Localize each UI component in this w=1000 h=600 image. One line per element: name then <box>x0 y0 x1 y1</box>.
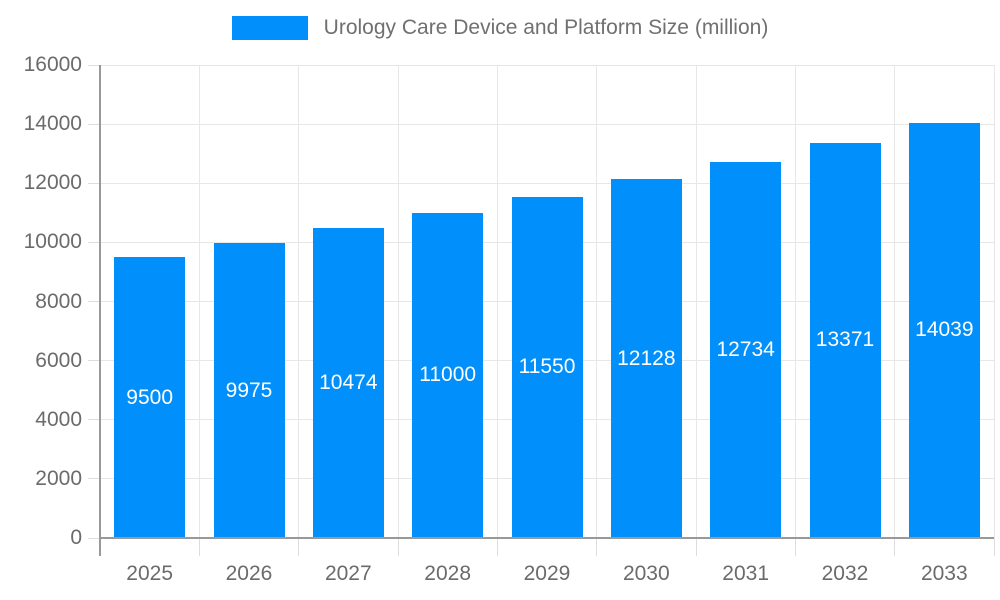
y-axis-tick <box>88 182 100 184</box>
y-axis-label: 8000 <box>35 289 82 313</box>
y-axis-tick <box>88 478 100 480</box>
y-axis-tick <box>88 301 100 302</box>
x-axis-tick <box>596 538 598 556</box>
v-gridline <box>894 65 896 538</box>
bar-value-label: 14039 <box>915 318 974 342</box>
legend-item[interactable]: Urology Care Device and Platform Size (m… <box>0 16 1000 40</box>
bar-value-label: 9975 <box>225 378 273 402</box>
v-gridline <box>794 65 796 538</box>
x-axis-tick <box>794 538 796 556</box>
y-axis-tick <box>88 64 100 66</box>
x-axis-label: 2033 <box>920 562 968 585</box>
v-gridline <box>397 65 399 538</box>
bar-2033[interactable] <box>908 122 980 538</box>
bar-value-label: 12128 <box>617 346 676 370</box>
y-axis-label: 10000 <box>23 230 82 254</box>
bar-2030[interactable] <box>610 179 682 538</box>
v-gridline <box>198 65 200 538</box>
bar-value-label: 13371 <box>815 328 875 352</box>
v-gridline <box>298 65 300 538</box>
bar-value-label: 9500 <box>126 385 174 409</box>
x-axis-tick <box>496 538 498 556</box>
x-axis-tick <box>298 538 300 556</box>
bar-2028[interactable] <box>412 212 484 538</box>
y-axis-label: 16000 <box>23 53 82 76</box>
legend-label: Urology Care Device and Platform Size (m… <box>323 16 769 39</box>
bar-value-label: 10474 <box>319 371 378 395</box>
y-axis-label: 0 <box>70 526 82 549</box>
y-axis-label: 2000 <box>35 466 82 490</box>
bar-2032[interactable] <box>809 142 881 538</box>
y-axis-tick <box>88 537 100 539</box>
h-gridline <box>100 182 994 184</box>
y-axis-tick <box>88 123 100 125</box>
bar-2031[interactable] <box>710 161 782 538</box>
h-gridline <box>100 64 994 66</box>
x-axis-label: 2031 <box>722 562 770 585</box>
bar-2025[interactable] <box>114 257 186 538</box>
v-gridline <box>496 65 498 538</box>
y-axis-label: 14000 <box>23 112 82 136</box>
x-axis-label: 2025 <box>126 562 174 585</box>
y-axis-label: 6000 <box>35 348 82 372</box>
bar-value-label: 11000 <box>419 363 477 387</box>
x-axis-tick <box>198 538 200 556</box>
v-gridline <box>993 65 995 538</box>
v-gridline <box>596 65 598 538</box>
x-axis-label: 2027 <box>324 562 372 585</box>
y-axis-line <box>99 65 101 556</box>
v-gridline <box>695 65 697 538</box>
bar-2029[interactable] <box>511 196 583 538</box>
y-axis-tick <box>88 419 100 421</box>
y-axis-tick <box>88 360 100 362</box>
x-axis-label: 2030 <box>622 562 670 585</box>
x-axis-tick <box>894 538 896 556</box>
x-axis-tick <box>397 538 399 556</box>
y-axis-tick <box>88 241 100 243</box>
x-axis-label: 2028 <box>424 562 472 585</box>
x-axis-line <box>100 537 994 539</box>
x-axis-label: 2029 <box>523 562 571 585</box>
bar-value-label: 11550 <box>518 355 576 379</box>
x-axis-tick <box>993 538 995 556</box>
x-axis-label: 2032 <box>821 562 869 585</box>
x-axis-label: 2026 <box>225 562 273 585</box>
h-gridline <box>100 123 994 125</box>
bar-value-label: 12734 <box>716 337 775 361</box>
bar-2026[interactable] <box>213 243 285 538</box>
y-axis-label: 12000 <box>23 171 82 195</box>
bar-2027[interactable] <box>312 228 384 538</box>
x-axis-tick <box>695 538 697 556</box>
y-axis-label: 4000 <box>35 407 82 431</box>
legend-swatch <box>231 16 308 40</box>
